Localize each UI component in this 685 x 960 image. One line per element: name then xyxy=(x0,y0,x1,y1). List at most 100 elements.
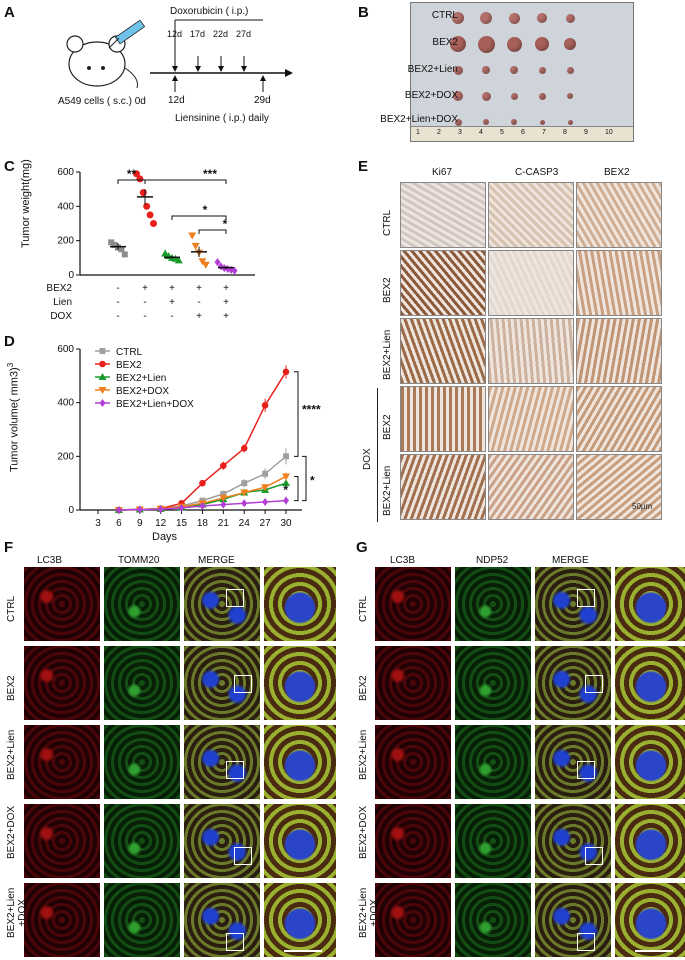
d-legend-marker xyxy=(98,387,107,394)
lien-start: 12d xyxy=(168,95,185,106)
d-point xyxy=(283,496,289,505)
panel-label-a: A xyxy=(4,4,15,21)
c-point xyxy=(118,246,125,253)
g-col-lc3b: LC3B xyxy=(390,555,416,566)
c-point xyxy=(136,175,144,183)
d-legend-label: CTRL xyxy=(116,347,143,358)
d-xlabel: Days xyxy=(152,531,178,543)
fluorescence-image xyxy=(535,646,611,720)
d-point xyxy=(261,402,269,409)
f-col-merge: MERGE xyxy=(198,555,235,566)
c-factor-sign: + xyxy=(223,283,229,294)
fluorescence-image xyxy=(104,883,180,957)
d-legend-marker xyxy=(99,399,106,407)
fl-row-label: BEX2+Lien +DOX xyxy=(358,887,380,938)
e-dox-label: DOX xyxy=(362,448,373,470)
dox-title: Doxorubicin ( i.p.) xyxy=(170,6,249,17)
fluorescence-image xyxy=(455,567,531,641)
zoom-box xyxy=(234,847,252,865)
ihc-grid xyxy=(400,182,662,522)
ruler-tick-label: 6 xyxy=(521,129,525,136)
f-col-tomm20: TOMM20 xyxy=(118,555,160,566)
zoom-box xyxy=(226,933,244,951)
fluorescence-image xyxy=(455,883,531,957)
d-ytick-label: 400 xyxy=(57,398,74,409)
c-factor-sign: + xyxy=(169,297,175,308)
c-point xyxy=(174,256,183,264)
c-factor-sign: - xyxy=(197,297,200,308)
c-ytick-label: 600 xyxy=(57,167,74,178)
ruler-tick-label: 3 xyxy=(458,129,462,136)
tumor-specimen xyxy=(477,35,495,53)
dox-day-4: 27d xyxy=(236,29,252,39)
d-point xyxy=(220,462,227,470)
d-point xyxy=(157,505,164,514)
c-sig-bracket xyxy=(198,229,227,234)
d-point xyxy=(136,505,143,514)
tumor-specimen xyxy=(538,66,546,74)
tumor-specimen xyxy=(565,13,575,23)
d-xtick-label: 27 xyxy=(260,518,272,529)
fluorescence-image xyxy=(24,883,100,957)
d-xtick-label: 3 xyxy=(95,518,101,529)
scale-bar xyxy=(635,950,673,952)
fluorescence-image xyxy=(24,646,100,720)
fluorescence-image xyxy=(24,804,100,878)
zoom-inset-image xyxy=(615,646,685,720)
c-point xyxy=(133,170,140,178)
tumor-specimen xyxy=(538,92,546,100)
fluorescence-image xyxy=(455,804,531,878)
b-label-bex2-lien-dox: BEX2+Lien+DOX xyxy=(380,114,458,125)
fluorescence-image xyxy=(184,725,260,799)
g-col-merge: MERGE xyxy=(552,555,589,566)
e-row-dox-bex2-lien: BEX2+Lien xyxy=(382,465,393,516)
c-factor-name: DOX xyxy=(50,311,72,322)
tumor-photo xyxy=(410,2,634,142)
c-sig-bracket xyxy=(171,215,227,220)
zoom-box xyxy=(585,675,603,693)
tumor-specimen xyxy=(567,119,573,125)
fluorescence-image xyxy=(455,725,531,799)
d-sig-label: * xyxy=(283,483,288,497)
lien-end: 29d xyxy=(254,95,271,106)
d-point xyxy=(283,453,289,460)
tumor-specimen xyxy=(481,91,491,101)
tumor-specimen xyxy=(564,38,576,50)
fl-row-label: BEX2+DOX xyxy=(6,805,17,859)
panel-label-b: B xyxy=(358,4,369,21)
fluorescence-image xyxy=(375,883,451,957)
tumor-specimen xyxy=(537,13,547,23)
e-col-ccasp3: C-CASP3 xyxy=(515,167,559,178)
fluorescence-image xyxy=(24,725,100,799)
d-point xyxy=(282,473,290,481)
e-row-dox-bex2: BEX2 xyxy=(382,414,393,440)
d-point xyxy=(115,506,122,514)
dox-bracket xyxy=(377,388,378,522)
c-sig-label: * xyxy=(223,217,228,231)
tumor-volume-chart: 0 200 400 600 3 6 9 12 15 18 21 24 27 30 CTRL BEX2 BEX2+… xyxy=(57,344,321,529)
d-ytick-label: 600 xyxy=(57,344,74,355)
e-col-bex2: BEX2 xyxy=(604,167,630,178)
zoom-inset-image xyxy=(264,646,336,720)
d-legend-marker xyxy=(98,373,107,380)
panel-label-e: E xyxy=(358,158,369,175)
d-xtick-label: 30 xyxy=(280,518,292,529)
d-legend-marker xyxy=(99,360,106,368)
d-point xyxy=(240,489,249,497)
ruler-tick-label: 2 xyxy=(437,129,441,136)
c-factor-sign: + xyxy=(196,311,202,322)
panel-label-f: F xyxy=(4,539,14,556)
fl-row-label: CTRL xyxy=(6,595,17,622)
d-ytick-label: 200 xyxy=(57,451,74,462)
zoom-inset-image xyxy=(264,883,336,957)
zoom-inset-image xyxy=(264,804,336,878)
tumor-specimen xyxy=(508,12,520,24)
fluorescence-image xyxy=(375,567,451,641)
tumor-specimen xyxy=(511,119,517,125)
zoom-box xyxy=(577,589,595,607)
d-legend-label: BEX2+Lien+DOX xyxy=(116,399,194,410)
fl-row-label: BEX2+Lien xyxy=(358,729,369,780)
zoom-inset-image xyxy=(615,567,685,641)
fl-row-label: BEX2+Lien xyxy=(6,729,17,780)
d-point xyxy=(282,479,290,487)
